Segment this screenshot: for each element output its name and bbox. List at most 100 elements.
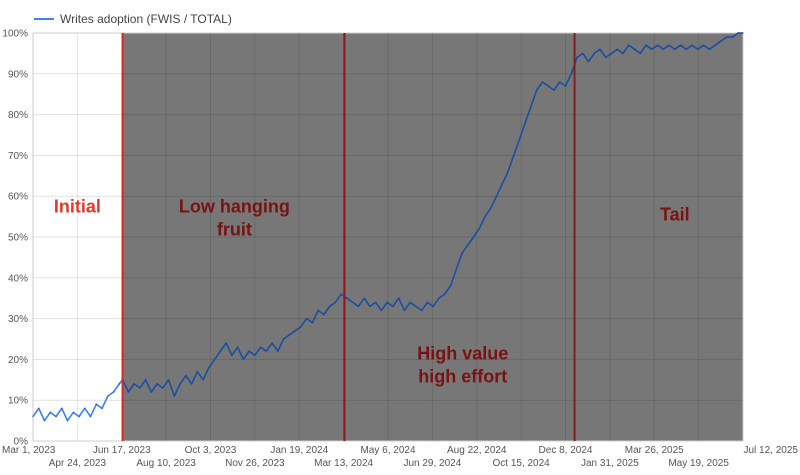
x-tick-label: Dec 8, 2024	[539, 445, 593, 456]
data-point	[576, 56, 578, 59]
y-tick-label: 100%	[2, 29, 28, 40]
data-point	[472, 236, 475, 238]
data-point	[190, 383, 193, 385]
x-tick-label: Mar 13, 2024	[314, 458, 373, 469]
data-point	[466, 244, 469, 246]
x-tick-label: Oct 3, 2023	[185, 445, 237, 456]
data-point	[668, 44, 670, 47]
y-tick-label: 80%	[8, 110, 28, 121]
data-point	[662, 48, 665, 51]
data-point	[185, 374, 187, 377]
data-point	[282, 338, 285, 340]
data-point	[420, 309, 423, 312]
data-point	[541, 81, 544, 83]
data-point	[489, 207, 492, 210]
data-point	[311, 321, 314, 324]
data-point	[438, 297, 440, 300]
data-point	[288, 334, 291, 336]
x-tick-label: Jul 12, 2025	[744, 445, 799, 456]
x-tick-label: Aug 22, 2024	[447, 445, 507, 456]
data-point	[346, 297, 348, 300]
data-point	[587, 60, 590, 63]
x-tick-label: Jun 29, 2024	[403, 458, 461, 469]
data-point	[254, 354, 256, 357]
data-point	[409, 301, 411, 304]
data-point	[162, 387, 164, 389]
data-point	[622, 52, 624, 55]
data-point	[139, 387, 141, 389]
y-tick-label: 10%	[8, 396, 28, 407]
data-point	[242, 358, 245, 361]
data-point	[259, 346, 262, 348]
data-point	[357, 305, 360, 308]
data-point	[225, 342, 227, 344]
data-point	[673, 48, 676, 51]
data-point	[725, 36, 728, 38]
data-point	[300, 325, 302, 328]
x-tick-label: Jan 19, 2024	[270, 445, 328, 456]
data-point	[83, 407, 86, 410]
data-point	[37, 407, 40, 410]
data-point	[495, 195, 498, 197]
x-tick-label: Jun 17, 2023	[93, 445, 151, 456]
data-point	[173, 395, 176, 397]
data-point	[386, 301, 388, 304]
data-point	[72, 411, 75, 414]
data-point	[593, 52, 596, 55]
data-point	[294, 330, 296, 332]
data-point	[334, 301, 337, 304]
data-point	[369, 305, 371, 308]
legend: Writes adoption (FWIS / TOTAL)	[34, 12, 232, 26]
data-point	[380, 309, 383, 312]
data-point	[351, 301, 354, 304]
data-point	[95, 403, 98, 406]
plot-border	[32, 32, 744, 442]
data-point	[484, 215, 486, 218]
data-point	[112, 391, 115, 393]
data-point	[449, 285, 452, 287]
data-point	[535, 89, 538, 91]
x-tick-label: Aug 10, 2023	[136, 458, 196, 469]
phase-label: Tail	[660, 205, 690, 225]
data-point	[415, 305, 417, 308]
data-point	[55, 415, 57, 418]
phase-label: fruit	[217, 220, 252, 240]
data-point	[599, 48, 601, 51]
y-tick-label: 90%	[8, 69, 28, 80]
x-tick-label: Jan 31, 2025	[581, 458, 639, 469]
data-point	[118, 383, 121, 385]
data-point	[403, 309, 406, 312]
data-point	[518, 138, 521, 140]
phase-label: Low hanging	[179, 197, 290, 217]
data-point	[691, 44, 693, 47]
data-point	[248, 350, 250, 353]
data-point	[106, 395, 109, 397]
data-point	[581, 52, 584, 55]
data-point	[89, 415, 92, 418]
data-point	[78, 415, 80, 418]
data-point	[553, 89, 555, 91]
data-point	[501, 183, 504, 185]
data-point	[570, 73, 573, 75]
y-tick-label: 50%	[8, 233, 28, 244]
data-point	[150, 391, 153, 393]
data-point	[702, 44, 705, 47]
x-tick-label: May 6, 2024	[360, 445, 415, 456]
data-point	[66, 419, 69, 422]
data-point	[127, 391, 130, 393]
data-point	[363, 297, 365, 300]
data-point	[340, 293, 342, 295]
data-point	[144, 379, 147, 381]
data-point	[742, 32, 744, 34]
data-point	[426, 301, 429, 304]
data-point	[443, 293, 446, 295]
data-point	[455, 268, 458, 271]
data-point	[737, 32, 739, 34]
x-tick-label: Apr 24, 2023	[49, 458, 107, 469]
data-point	[714, 44, 716, 47]
data-point	[650, 48, 653, 51]
y-tick-label: 20%	[8, 355, 28, 366]
phase-annotations: Initial Low hanging fruit High value high ef…	[54, 197, 690, 387]
data-point	[720, 40, 722, 42]
